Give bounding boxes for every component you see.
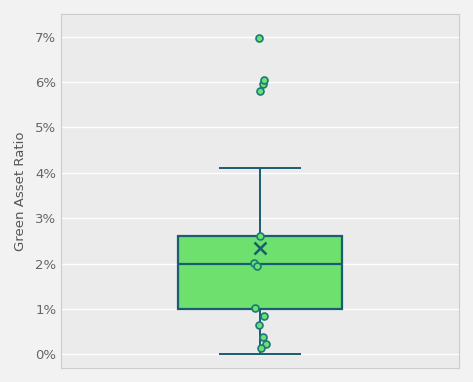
Y-axis label: Green Asset Ratio: Green Asset Ratio xyxy=(14,131,27,251)
FancyBboxPatch shape xyxy=(178,236,342,309)
